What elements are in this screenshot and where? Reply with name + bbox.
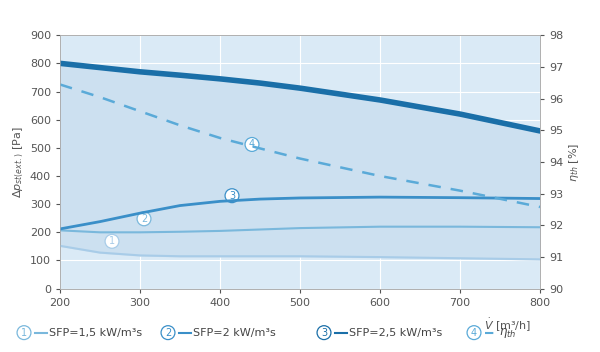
Y-axis label: $\eta_{th}$ [%]: $\eta_{th}$ [%]: [568, 142, 581, 182]
Text: 4: 4: [249, 139, 255, 150]
Text: SFP=2 kW/m³s: SFP=2 kW/m³s: [193, 328, 276, 338]
Text: 2: 2: [165, 328, 171, 338]
Text: 4: 4: [471, 328, 477, 338]
Text: 1: 1: [109, 236, 115, 246]
Text: SFP=1,5 kW/m³s: SFP=1,5 kW/m³s: [49, 328, 142, 338]
Text: 1: 1: [21, 328, 27, 338]
Text: 2: 2: [141, 214, 147, 224]
Text: 3: 3: [321, 328, 327, 338]
Text: 3: 3: [229, 191, 235, 201]
Text: SFP=2,5 kW/m³s: SFP=2,5 kW/m³s: [349, 328, 442, 338]
Y-axis label: $\Delta p_{st(ext.)}$ [Pa]: $\Delta p_{st(ext.)}$ [Pa]: [11, 126, 26, 197]
Text: $\dot{V}$ [m³/h]: $\dot{V}$ [m³/h]: [484, 317, 531, 334]
Text: $\eta_{th}$: $\eta_{th}$: [499, 326, 517, 340]
